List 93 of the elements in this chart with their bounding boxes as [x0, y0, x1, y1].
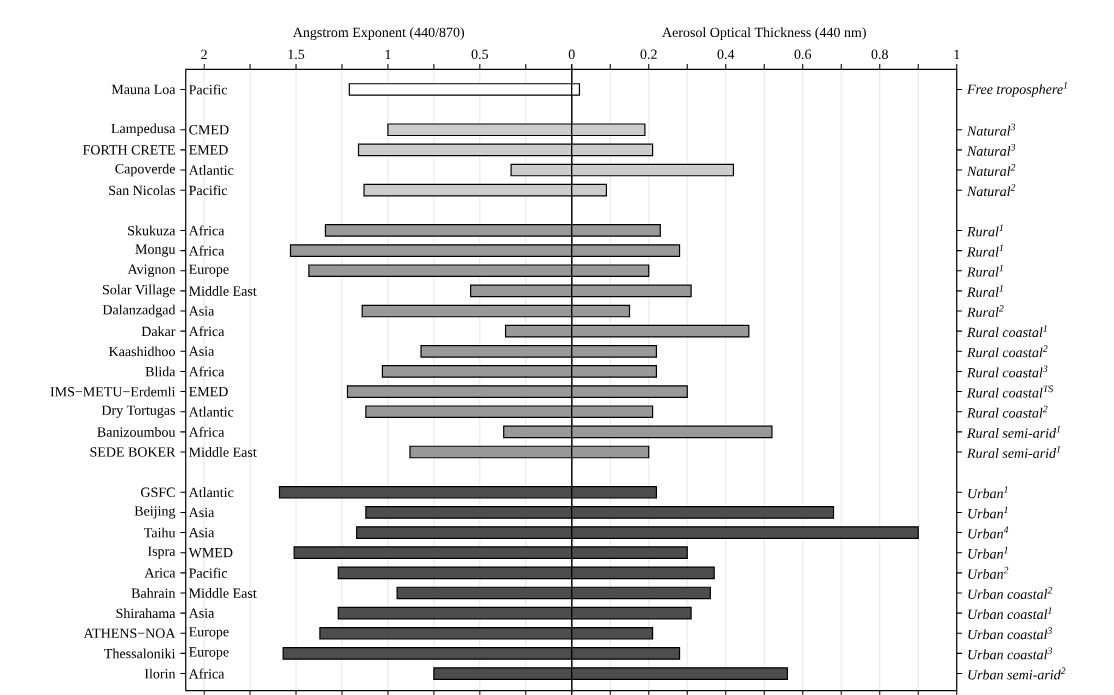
- y-tick-label: Rural$^{1}$: [966, 224, 1003, 237]
- y-tick-label: Urban$^{1}$: [968, 486, 1008, 499]
- annotation: WMED: [188, 548, 233, 558]
- x-tick-label: 0.8: [871, 49, 888, 60]
- annotation: Pacific: [189, 185, 228, 196]
- annotation: Atlantic: [188, 406, 234, 417]
- y-tick-label: FORTH CRETE: [82, 145, 175, 155]
- x-axis-title: Aerosol Optical Thickness (440 nm): [662, 27, 866, 41]
- y-tick-label: IMS−METU−Erdemli: [50, 386, 176, 397]
- annotation: Middle East: [189, 447, 257, 458]
- x-tick-label: 0.2: [640, 49, 657, 60]
- y-tick-label: Rural$^{1}$: [966, 244, 1003, 257]
- y-tick-label: Banizoumbou: [97, 427, 176, 437]
- y-tick-label: Ispra: [147, 546, 176, 559]
- y-tick-label: Rural coastal$^{2}$: [966, 345, 1048, 358]
- y-tick-label: Mongu: [135, 244, 176, 257]
- annotation: Europe: [189, 627, 229, 640]
- annotation: Pacific: [189, 84, 228, 95]
- y-tick-label: Ilorin: [144, 668, 176, 679]
- y-tick-label: Urban$^{1}$: [968, 546, 1008, 559]
- annotation: EMED: [189, 387, 228, 397]
- y-tick-label: Urban$^{1}$: [968, 506, 1008, 519]
- annotation: Africa: [188, 366, 225, 377]
- y-tick-label: Natural$^{3}$: [966, 123, 1016, 136]
- annotation: Africa: [188, 225, 225, 236]
- y-tick-label: Thessaloniki: [104, 648, 176, 659]
- annotation: Asia: [188, 306, 215, 316]
- annotation: Atlantic: [188, 165, 234, 176]
- annotation: Africa: [188, 245, 225, 256]
- annotation: Pacific: [189, 568, 228, 579]
- x-tick-label: 1.5: [288, 49, 305, 60]
- x-tick-label: 0.4: [717, 49, 735, 60]
- annotation: Europe: [189, 264, 229, 277]
- y-tick-label: Beijing: [134, 506, 176, 519]
- y-tick-label: Free troposphere$^{1}$: [966, 82, 1067, 98]
- annotation: Asia: [188, 528, 215, 538]
- annotation: Asia: [188, 346, 215, 357]
- y-tick-label: GSFC: [141, 487, 175, 498]
- y-tick-label: Taihu: [144, 527, 176, 538]
- annotation: Asia: [188, 507, 215, 518]
- y-tick-label: San Nicolas: [109, 185, 175, 196]
- y-tick-label: Dry Tortugas: [101, 405, 175, 418]
- annotation: Atlantic: [188, 487, 234, 498]
- y-tick-label: Arica: [144, 568, 176, 578]
- y-tick-label: Rural$^{2}$: [966, 305, 1004, 318]
- annotation: Europe: [189, 647, 229, 660]
- y-tick-label: Rural semi-arid$^{1}$: [966, 426, 1060, 438]
- annotation: Africa: [188, 668, 225, 679]
- y-tick-label: Skukuza: [128, 225, 176, 236]
- x-axis-title: Angstrom Exponent (440/870): [292, 27, 465, 41]
- y-tick-label: Rural coastal$^{TS}$: [966, 385, 1054, 398]
- y-tick-label: Shirahama: [116, 608, 176, 619]
- y-tick-label: Urban$^{2}$: [968, 567, 1009, 579]
- y-tick-label: Urban coastal$^{1}$: [968, 607, 1052, 620]
- annotation: EMED: [189, 145, 228, 155]
- y-tick-label: ATHENS−NOA: [83, 628, 176, 639]
- y-tick-label: Natural$^{3}$: [966, 144, 1016, 157]
- y-tick-label: Natural$^{2}$: [966, 164, 1016, 177]
- y-tick-label: Urban$^{4}$: [968, 526, 1009, 539]
- y-tick-label: Avignon: [127, 264, 176, 278]
- y-tick-label: Rural semi-arid$^{1}$: [966, 446, 1060, 459]
- x-tick-label: 2: [201, 49, 207, 60]
- y-tick-label: Rural coastal$^{2}$: [966, 405, 1048, 418]
- x-tick-label: 1: [385, 49, 391, 60]
- y-tick-label: Rural coastal$^{3}$: [966, 365, 1048, 378]
- annotation: Africa: [188, 427, 225, 438]
- y-tick-label: Blida: [145, 366, 176, 377]
- y-tick-label: Dakar: [141, 326, 176, 337]
- y-tick-label: Urban semi-arid$^{2}$: [968, 667, 1066, 680]
- y-tick-label: Urban coastal$^{3}$: [968, 647, 1053, 660]
- y-tick-label: Rural coastal$^{1}$: [966, 325, 1047, 338]
- x-tick-label: 1: [954, 49, 960, 60]
- annotation: Africa: [188, 326, 225, 337]
- y-tick-label: Capoverde: [115, 163, 175, 177]
- y-tick-label: Mauna Loa: [111, 85, 176, 95]
- x-tick-label: 0.6: [794, 49, 812, 60]
- x-tick-label: 0.5: [471, 49, 489, 60]
- y-tick-label: Urban coastal$^{3}$: [968, 627, 1053, 640]
- y-tick-label: Dalanzadgad: [102, 304, 176, 318]
- y-tick-label: Natural$^{2}$: [966, 184, 1016, 197]
- annotation: Middle East: [189, 286, 257, 296]
- y-tick-label: SEDE BOKER: [90, 447, 176, 457]
- y-tick-label: Urban coastal$^{2}$: [968, 587, 1053, 600]
- annotation: Asia: [188, 608, 215, 619]
- y-tick-label: Kaashidhoo: [108, 346, 175, 357]
- y-tick-label: Bahrain: [131, 588, 176, 599]
- x-tick-label: 0: [568, 49, 575, 60]
- annotation: Middle East: [189, 588, 257, 599]
- y-tick-label: Rural$^{1}$: [966, 285, 1003, 298]
- annotation: CMED: [189, 125, 229, 135]
- y-tick-label: Solar Village: [102, 284, 175, 298]
- y-tick-label: Rural$^{1}$: [966, 264, 1003, 277]
- y-tick-label: Lampedusa: [111, 123, 176, 137]
